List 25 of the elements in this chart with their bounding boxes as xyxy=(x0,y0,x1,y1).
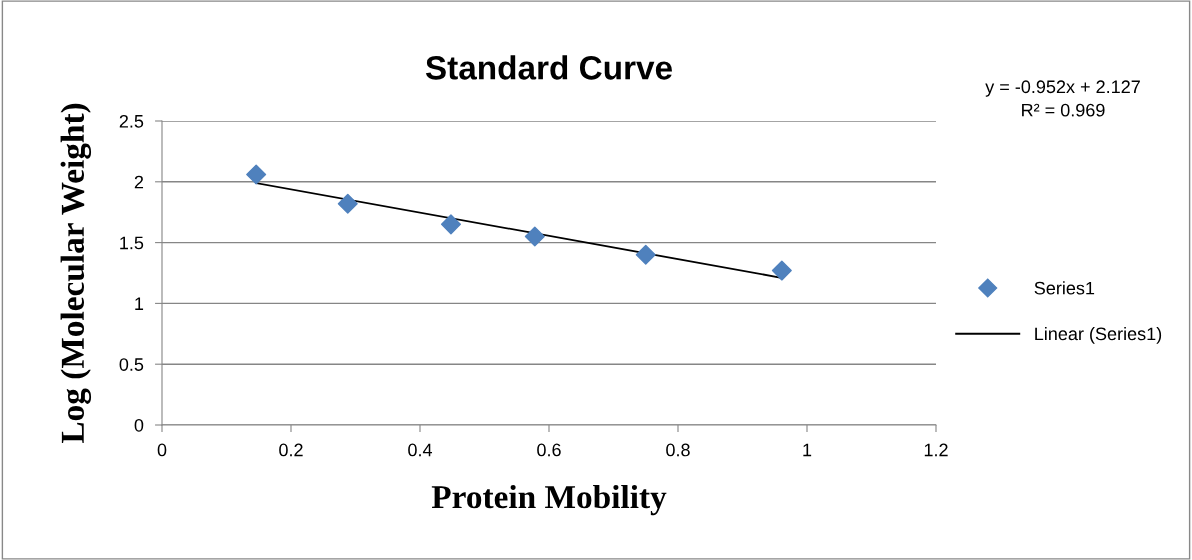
y-tick-label: 2 xyxy=(134,175,144,189)
y-axis-title: Log (Molecular Weight) xyxy=(60,103,92,444)
x-tick-label: 0.2 xyxy=(279,443,303,457)
y-tick-label: 1.5 xyxy=(120,236,144,250)
y-tick-label: 1 xyxy=(135,297,144,310)
chart-title: Standard Curve xyxy=(425,55,672,80)
y-tick-label: 2.5 xyxy=(119,114,144,128)
x-tick-label: 0.8 xyxy=(666,443,690,457)
point xyxy=(771,260,792,281)
y-tick-label: 0.5 xyxy=(119,358,144,371)
point xyxy=(524,226,545,247)
x-tick-label: 0.6 xyxy=(537,443,561,457)
y-tick-label: 0 xyxy=(134,418,144,432)
x-tick-label: 1.2 xyxy=(924,443,948,457)
x-tick-label: 0 xyxy=(157,443,167,457)
point xyxy=(635,244,656,265)
point xyxy=(246,164,267,185)
x-tick-label: 0.4 xyxy=(408,443,433,457)
x-tick-label: 1 xyxy=(803,443,812,457)
x-axis-title: Protein Mobility xyxy=(431,484,667,516)
legend-label: Series1 xyxy=(1034,281,1095,295)
legend-label: Linear (Series1) xyxy=(1035,326,1162,344)
point xyxy=(440,214,461,235)
text: y = -0.952x + 2.127 R² = 0.969 xyxy=(985,80,1140,117)
point xyxy=(337,193,358,214)
